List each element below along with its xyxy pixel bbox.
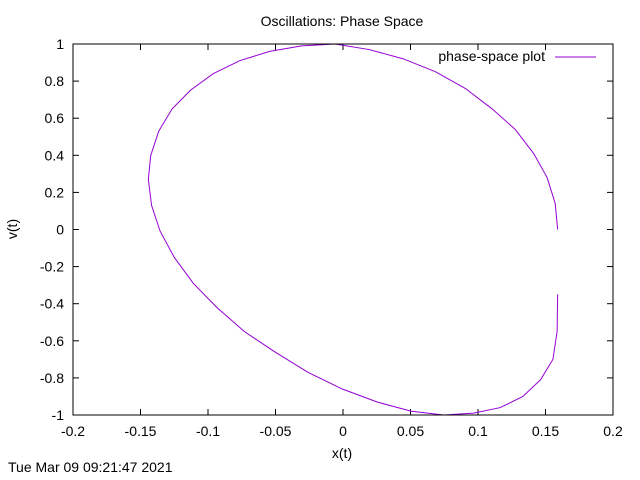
x-tick-label: -0.05	[260, 423, 292, 439]
chart-title: Oscillations: Phase Space	[261, 13, 424, 29]
y-tick-label: 0	[56, 222, 64, 238]
phase-space-curve	[147, 43, 559, 416]
y-tick-label: -0.4	[40, 296, 64, 312]
legend-label: phase-space plot	[438, 48, 545, 64]
x-tick-label: 0.1	[468, 423, 488, 439]
x-tick-label: 0.05	[397, 423, 424, 439]
y-tick-label: 0.6	[45, 110, 65, 126]
y-tick-label: -0.2	[40, 259, 64, 275]
y-tick-label: -1	[52, 407, 65, 423]
x-tick-label: -0.1	[196, 423, 220, 439]
y-tick-label: -0.6	[40, 333, 64, 349]
y-tick-label: 0.8	[45, 73, 65, 89]
x-tick-label: 0.15	[532, 423, 559, 439]
y-tick-label: 1	[56, 36, 64, 52]
legend: phase-space plot	[438, 48, 596, 64]
plot-frame	[72, 43, 614, 416]
x-tick-labels: -0.2 -0.15 -0.1 -0.05 0 0.05 0.1 0.15 0.2	[61, 423, 623, 439]
y-tick-label: -0.8	[40, 370, 64, 386]
axis-ticks	[72, 43, 614, 416]
x-tick-label: -0.2	[61, 423, 85, 439]
x-tick-label: 0	[339, 423, 347, 439]
x-tick-label: -0.15	[125, 423, 157, 439]
y-tick-label: 0.2	[45, 184, 65, 200]
timestamp: Tue Mar 09 09:21:47 2021	[8, 459, 173, 475]
y-axis-label: v(t)	[4, 219, 20, 239]
x-axis-label: x(t)	[332, 445, 352, 461]
x-tick-label: 0.2	[603, 423, 623, 439]
y-tick-labels: -1 -0.8 -0.6 -0.4 -0.2 0 0.2 0.4 0.6 0.8 1	[40, 36, 64, 423]
y-tick-label: 0.4	[45, 147, 65, 163]
